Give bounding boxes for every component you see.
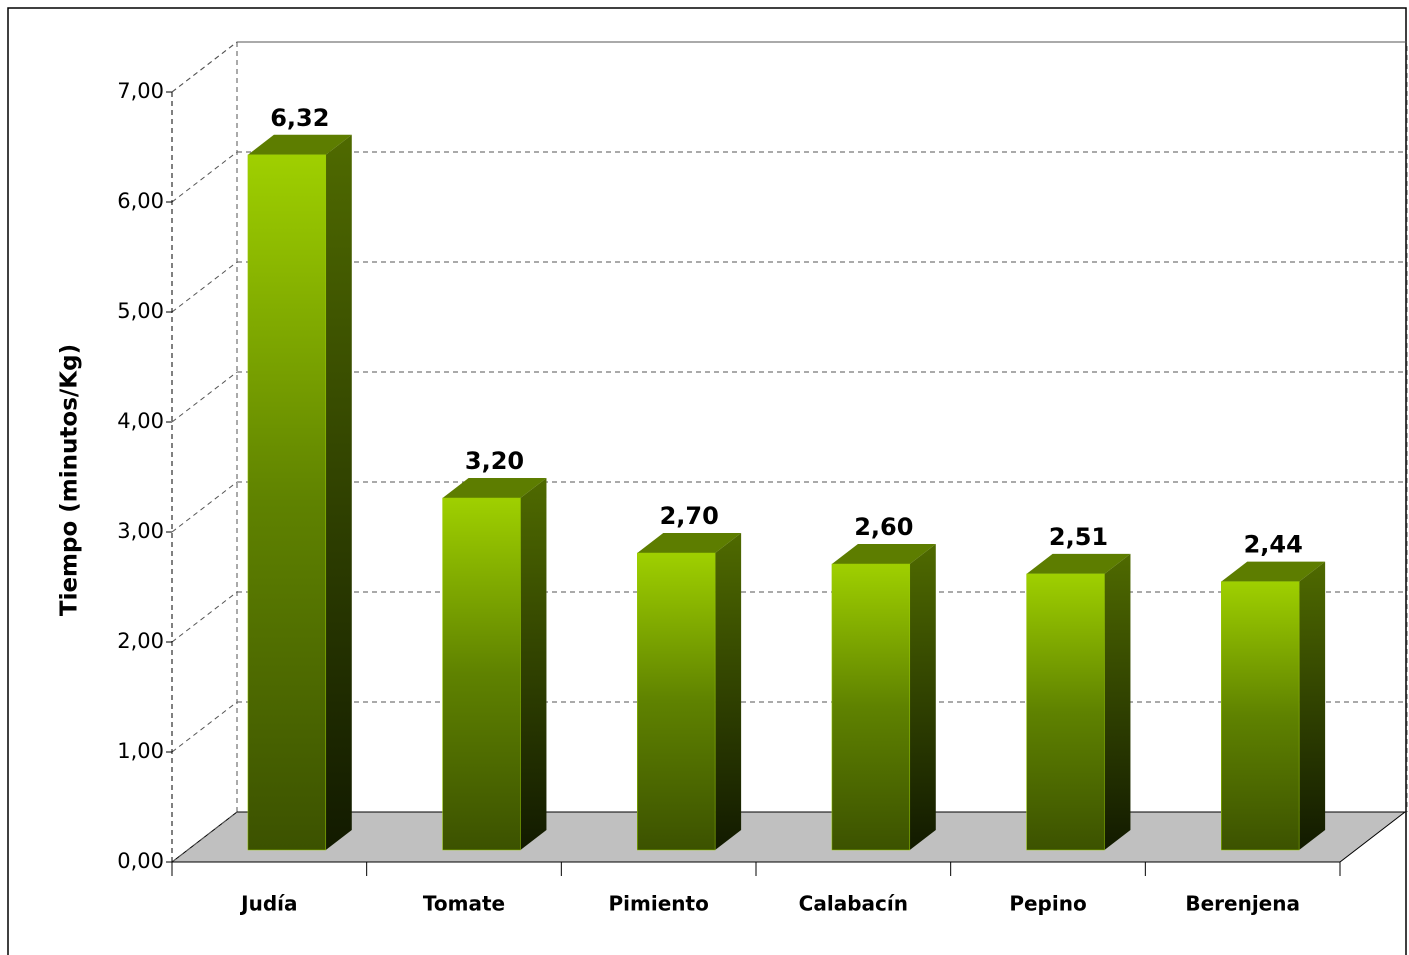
- bar: [442, 497, 521, 851]
- bar-top: [1026, 553, 1131, 574]
- grid-diagonal: [171, 151, 238, 203]
- y-tick-label: 0,00: [117, 849, 164, 873]
- grid-diagonal: [171, 701, 238, 753]
- y-axis-title: Tiempo (minutos/Kg): [57, 344, 83, 616]
- bar: [1026, 573, 1105, 851]
- grid-diagonal: [171, 371, 238, 423]
- y-tick-label: 3,00: [117, 519, 164, 543]
- bar: [637, 552, 716, 851]
- y-tick-label: 5,00: [117, 299, 164, 323]
- x-tick-label: Calabacín: [799, 892, 908, 916]
- x-tick-label: Pimiento: [609, 892, 709, 916]
- bar-side: [715, 533, 742, 850]
- frame: [7, 7, 1407, 955]
- bar: [1221, 581, 1300, 851]
- bar-side: [1299, 561, 1326, 850]
- data-label: 2,44: [1244, 531, 1303, 559]
- y-tick-label: 4,00: [117, 409, 164, 433]
- bar-top: [1221, 561, 1326, 582]
- bar-side: [1104, 553, 1131, 850]
- x-tick-label: Judía: [239, 892, 297, 916]
- bar-side: [325, 134, 352, 851]
- y-tick-label: 7,00: [117, 79, 164, 103]
- y-tick-label: 2,00: [117, 629, 164, 653]
- x-tick-label: Berenjena: [1185, 892, 1300, 916]
- floor: [170, 811, 1407, 863]
- bar: [831, 563, 911, 851]
- data-label: 6,32: [270, 104, 329, 132]
- bar-top: [442, 478, 547, 498]
- data-label: 2,70: [660, 502, 719, 530]
- x-tick-label: Pepino: [1009, 892, 1086, 916]
- data-label: 2,51: [1049, 523, 1108, 551]
- grid-diagonal: [171, 261, 238, 313]
- y-tick-label: 6,00: [117, 189, 164, 213]
- bar: [247, 154, 327, 851]
- bar-top: [637, 533, 742, 553]
- y-tick-label: 1,00: [117, 739, 164, 763]
- data-label: 2,60: [854, 513, 913, 541]
- x-tick-label: Tomate: [423, 892, 505, 916]
- grid-diagonal: [171, 481, 238, 533]
- grid-diagonal: [171, 811, 238, 863]
- data-label: 3,20: [465, 447, 524, 475]
- bar-side: [909, 544, 936, 850]
- bar-top: [247, 134, 352, 155]
- grid-diagonal: [171, 41, 238, 93]
- bar-side: [520, 478, 547, 850]
- bar-top: [831, 544, 936, 564]
- grid-diagonal: [171, 591, 238, 643]
